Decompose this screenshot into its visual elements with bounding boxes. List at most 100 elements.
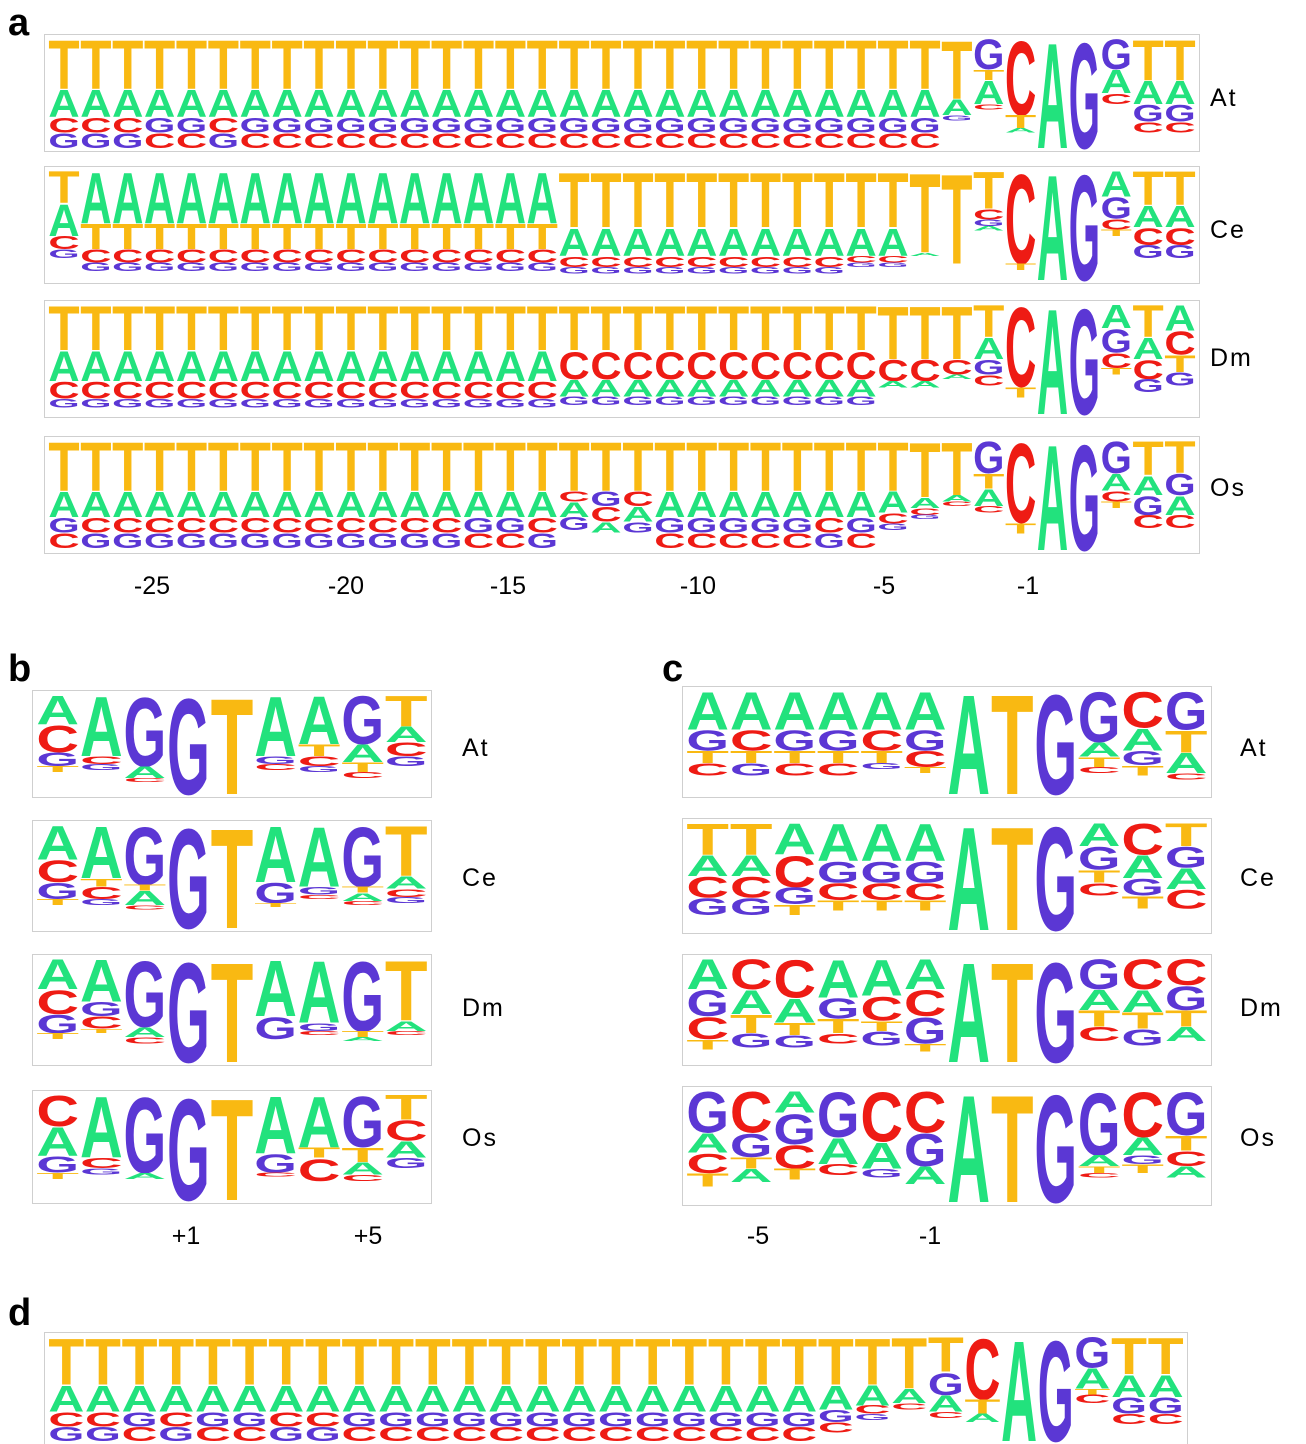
logo-letter-T-3-0: T xyxy=(144,301,175,364)
logo-letter-G-32-0: G xyxy=(1069,167,1100,283)
logo-letter-A-34-1: A xyxy=(1133,200,1164,234)
logo-letter-A-9-1: A xyxy=(1078,1153,1121,1170)
logo-letter-C-1-1: C xyxy=(80,1155,123,1171)
logo-letter-A-12-1: A xyxy=(431,82,462,126)
logo-letter-T-29-1: T xyxy=(973,66,1004,83)
logo-letter-G-8-3: G xyxy=(385,895,428,905)
logo-letter-A-35-2: A xyxy=(1164,490,1195,521)
logo-letter-T-2-0: T xyxy=(112,437,143,505)
logo-letter-A-6-0: A xyxy=(947,819,990,933)
logo-letter-T-6-0: T xyxy=(240,301,271,364)
logo-letter-G-15-3: G xyxy=(527,261,558,274)
logo-letter-G-11-3: G xyxy=(399,261,430,274)
logo-letter-C-33-2: C xyxy=(1101,91,1132,108)
logo-letter-C-10-0: C xyxy=(1121,1087,1164,1152)
logo-letter-A-11-3: A xyxy=(1165,1024,1208,1046)
logo-letter-T-11-1: T xyxy=(399,217,430,257)
logo-letter-C-27-3: C xyxy=(909,129,940,151)
logo-letter-T-13-0: T xyxy=(463,35,494,103)
logo-letter-G-8-2: G xyxy=(342,1408,378,1431)
logo-letter-G-9-0: G xyxy=(1078,955,1121,999)
logo-letter-T-6-1: T xyxy=(240,217,271,257)
logo-letter-A-29-1: A xyxy=(973,332,1004,366)
tick-b-1: +5 xyxy=(353,1222,383,1250)
logo-letter-T-4-2: T xyxy=(860,747,903,766)
logo-letter-A-0-1: A xyxy=(48,82,79,126)
logo-letter-C-20-3: C xyxy=(781,1423,817,1444)
logo-letter-C-7-2: C xyxy=(305,1409,341,1431)
logo-letter-A-6-0: A xyxy=(298,821,341,905)
logo-letter-C-7-3: C xyxy=(341,900,384,906)
species-label-a-os: Os xyxy=(1210,474,1246,502)
logo-letter-G-1-3: G xyxy=(80,129,111,151)
logo-letter-A-22-1: A xyxy=(855,1379,891,1412)
logo-letter-C-8-2: C xyxy=(303,377,334,404)
logo-letter-T-22-0: T xyxy=(855,1333,891,1399)
logo-letter-G-14-2: G xyxy=(495,114,526,138)
logo-letter-G-10-2: G xyxy=(367,114,398,138)
logo-letter-T-28-0: T xyxy=(941,301,972,375)
logo-letter-T-0-0: T xyxy=(48,167,79,213)
logo-letter-G-3-0: G xyxy=(167,691,210,797)
logo-letter-C-11-2: C xyxy=(399,377,430,404)
logo-letter-A-7-2: A xyxy=(341,891,384,904)
logo-letter-C-8-1: C xyxy=(385,1114,428,1146)
logo-letter-T-1-0: T xyxy=(80,301,111,364)
logo-letter-A-10-1: A xyxy=(415,1378,451,1420)
logo-letter-T-11-1: T xyxy=(1165,725,1208,760)
logo-letter-T-0-0: T xyxy=(48,35,79,103)
logo-letter-C-26-2: C xyxy=(877,254,908,264)
logo-letter-G-23-3: G xyxy=(782,395,813,408)
logo-letter-A-12-0: A xyxy=(431,167,462,239)
logo-letter-C-4-3: C xyxy=(195,1423,231,1444)
logo-letter-T-5-0: T xyxy=(208,301,239,364)
species-label-c-os: Os xyxy=(1240,1124,1276,1152)
logo-letter-C-9-2: C xyxy=(335,247,366,267)
logo-letter-C-10-2: C xyxy=(367,514,398,538)
logo-svg: TACGTACGTACGTAGCTAGCTACGTAGCTAGCTAGCTAGC… xyxy=(48,35,1195,151)
logo-letter-T-22-0: T xyxy=(750,167,781,245)
logo-letter-G-8-0: G xyxy=(1034,819,1077,933)
logo-letter-A-13-1: A xyxy=(463,82,494,126)
logo-letter-C-24-2: C xyxy=(814,253,845,270)
logo-letter-T-3-0: T xyxy=(144,437,175,505)
logo-letter-A-24-1: A xyxy=(814,82,845,126)
logo-letter-T-23-0: T xyxy=(891,1333,927,1404)
logo-letter-A-7-1: A xyxy=(272,82,303,126)
logo-letter-T-2-3: T xyxy=(773,1166,816,1183)
logo-letter-C-10-3: C xyxy=(367,129,398,151)
logo-letter-A-15-1: A xyxy=(527,82,558,126)
logo-letter-A-2-1: A xyxy=(773,992,816,1030)
logo-letter-T-0-3: T xyxy=(36,1171,79,1181)
logo-letter-A-0-1: A xyxy=(686,1128,729,1159)
logo-letter-T-26-0: T xyxy=(877,167,908,245)
logo-letter-T-12-1: T xyxy=(431,217,462,257)
logo-letter-G-12-3: G xyxy=(431,261,462,274)
logo-letter-C-11-2: C xyxy=(1165,1147,1208,1171)
logo-letter-G-32-0: G xyxy=(1069,437,1100,553)
logo-letter-G-15-2: G xyxy=(527,114,558,138)
logo-letter-C-29-1: C xyxy=(973,206,1004,223)
logo-letter-A-18-2: A xyxy=(622,503,653,527)
logo-letter-G-7-3: G xyxy=(272,529,303,553)
logo-letter-T-10-2: T xyxy=(1121,1008,1164,1033)
logo-letter-G-30-2: G xyxy=(1148,1393,1184,1419)
logo-letter-A-27-1: A xyxy=(909,252,940,257)
logo-letter-T-11-0: T xyxy=(399,35,430,103)
logo-letter-G-20-2: G xyxy=(686,513,717,537)
logo-letter-G-3-0: G xyxy=(167,955,210,1065)
logo-letter-C-11-0: C xyxy=(1165,955,1208,993)
logo-letter-A-2-0: A xyxy=(773,1087,816,1119)
logo-letter-A-0-1: A xyxy=(48,1378,84,1420)
logo-letter-C-10-0: C xyxy=(1121,687,1164,739)
logo-letter-C-19-3: C xyxy=(745,1423,781,1444)
logo-letter-A-11-1: A xyxy=(399,82,430,126)
logo-letter-T-33-3: T xyxy=(1101,366,1133,376)
logo-letter-T-2-0: T xyxy=(122,1333,158,1399)
logo-letter-G-14-2: G xyxy=(561,1408,597,1431)
logo-letter-T-9-0: T xyxy=(335,301,366,364)
logo-letter-A-33-1: A xyxy=(1101,64,1132,101)
logo-letter-G-19-2: G xyxy=(654,513,685,537)
logo-letter-C-11-3: C xyxy=(1165,772,1208,782)
